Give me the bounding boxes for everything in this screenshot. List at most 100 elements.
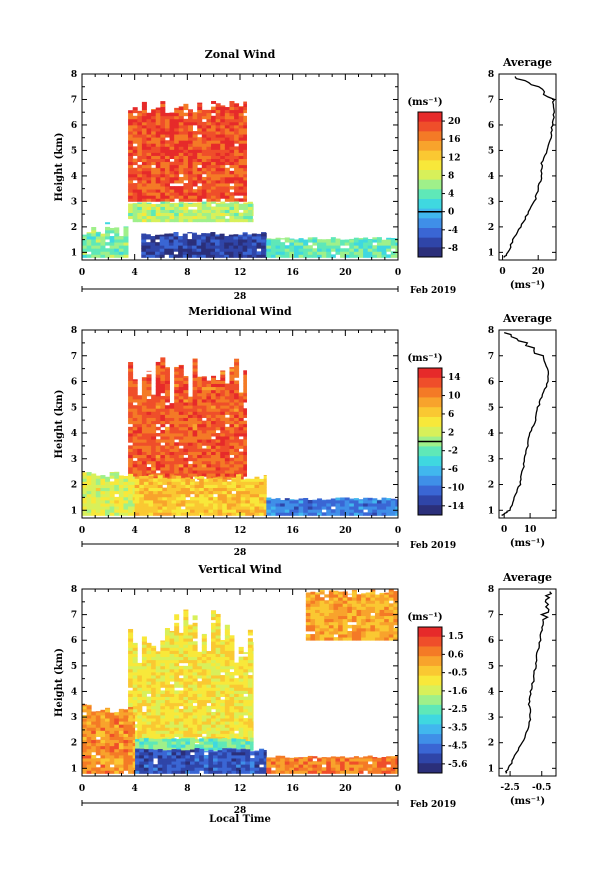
heatmap-cell <box>86 733 92 737</box>
heatmap-cell <box>243 727 249 731</box>
heatmap-cell <box>160 118 166 123</box>
heatmap-cell <box>183 690 189 694</box>
heatmap-cell <box>137 470 143 474</box>
heatmap-cell <box>148 764 154 768</box>
heatmap-cell <box>114 471 120 473</box>
heatmap-cell <box>240 499 246 504</box>
heatmap-cell <box>100 761 106 765</box>
heatmap-cell <box>263 499 267 504</box>
heatmap-cell <box>151 134 157 138</box>
heatmap-cell <box>238 112 244 117</box>
heatmap-cell <box>183 206 189 210</box>
heatmap-cell <box>151 662 157 667</box>
heatmap-cell <box>164 121 170 126</box>
heatmap-cell <box>259 481 265 485</box>
heatmap-cell <box>238 176 244 181</box>
heatmap-cell <box>215 408 221 412</box>
heatmap-cell <box>183 711 189 716</box>
heatmap-cell <box>326 764 332 768</box>
heatmap-cell <box>192 684 198 688</box>
heatmap-cell <box>265 251 267 255</box>
heatmap-cell <box>141 179 147 184</box>
heatmap-cell <box>178 429 184 434</box>
heatmap-cell <box>298 239 304 243</box>
heatmap-cell <box>105 721 111 725</box>
heatmap-cell <box>183 628 189 633</box>
heatmap-cell <box>145 242 151 246</box>
heatmap-cell <box>183 635 189 639</box>
heatmap-cell <box>105 754 111 759</box>
heatmap-cell <box>215 420 221 425</box>
heatmap-cell <box>178 727 184 731</box>
heatmap-cell <box>243 103 247 108</box>
heatmap-cell <box>169 724 175 728</box>
heatmap-cell <box>183 463 189 468</box>
heatmap-cell <box>146 454 152 459</box>
heatmap-cell <box>192 423 198 428</box>
heatmap-cell <box>137 678 143 682</box>
heatmap-cell <box>146 727 152 731</box>
heatmap-cell <box>137 143 143 147</box>
heatmap-cell <box>247 201 253 204</box>
heatmap-cell <box>199 487 205 492</box>
heatmap-cell <box>132 742 136 747</box>
heatmap-cell <box>100 767 106 771</box>
heatmap-cell <box>160 671 166 676</box>
heatmap-cell <box>141 727 147 731</box>
heatmap-cell <box>128 152 134 156</box>
heatmap-cell <box>215 687 221 691</box>
heatmap-cell <box>132 733 138 737</box>
heatmap-cell <box>132 212 138 217</box>
heatmap-cell <box>137 451 143 456</box>
heatmap-cell <box>169 140 175 144</box>
heatmap-cell <box>86 715 92 719</box>
heatmap-cell <box>151 442 157 446</box>
heatmap-cell <box>197 202 203 204</box>
heatmap-cell <box>132 149 138 153</box>
heatmap-cell <box>153 747 159 751</box>
heatmap-cell <box>201 395 207 400</box>
heatmap-cell <box>201 687 207 691</box>
heatmap-cell <box>118 754 124 759</box>
heatmap-cell <box>187 128 193 132</box>
heatmap-cell <box>312 239 318 243</box>
heatmap-cell <box>160 715 166 719</box>
heatmap-cell <box>137 408 143 412</box>
heatmap-cell <box>215 134 221 138</box>
heatmap-cell <box>141 650 147 654</box>
heatmap-cell <box>240 503 246 507</box>
heatmap-cell <box>203 770 209 774</box>
heatmap-cell <box>183 395 189 400</box>
heatmap-cell <box>183 158 189 163</box>
heatmap-cell <box>211 454 217 459</box>
heatmap-cell <box>164 201 170 204</box>
heatmap-cell <box>128 374 134 378</box>
heatmap-cell <box>199 509 205 513</box>
heatmap-cell <box>169 662 175 667</box>
heatmap-cell <box>201 439 207 443</box>
heatmap-cell <box>203 761 209 765</box>
heatmap-cell <box>303 770 309 774</box>
heatmap-cell <box>132 650 138 654</box>
heatmap-cell <box>151 445 157 449</box>
heatmap-cell <box>160 402 166 406</box>
heatmap-cell <box>141 128 147 132</box>
heatmap-cell <box>215 195 221 199</box>
heatmap-cell <box>192 358 198 360</box>
heatmap-cell <box>185 737 191 739</box>
heatmap-cell <box>132 715 138 719</box>
heatmap-cell <box>211 610 217 611</box>
heatmap-cell <box>118 711 124 716</box>
heatmap-cell <box>169 408 175 412</box>
heatmap-cell <box>132 408 138 412</box>
heatmap-cell <box>145 236 151 240</box>
heatmap-cell <box>155 439 161 443</box>
heatmap-cell <box>224 218 230 223</box>
heatmap-cell <box>243 124 247 129</box>
heatmap-cell <box>213 751 219 756</box>
heatmap-cell <box>224 245 230 249</box>
heatmap-cell <box>303 758 309 762</box>
heatmap-cell <box>220 715 226 719</box>
heatmap-cell <box>280 512 286 516</box>
heatmap-cell <box>363 251 369 255</box>
